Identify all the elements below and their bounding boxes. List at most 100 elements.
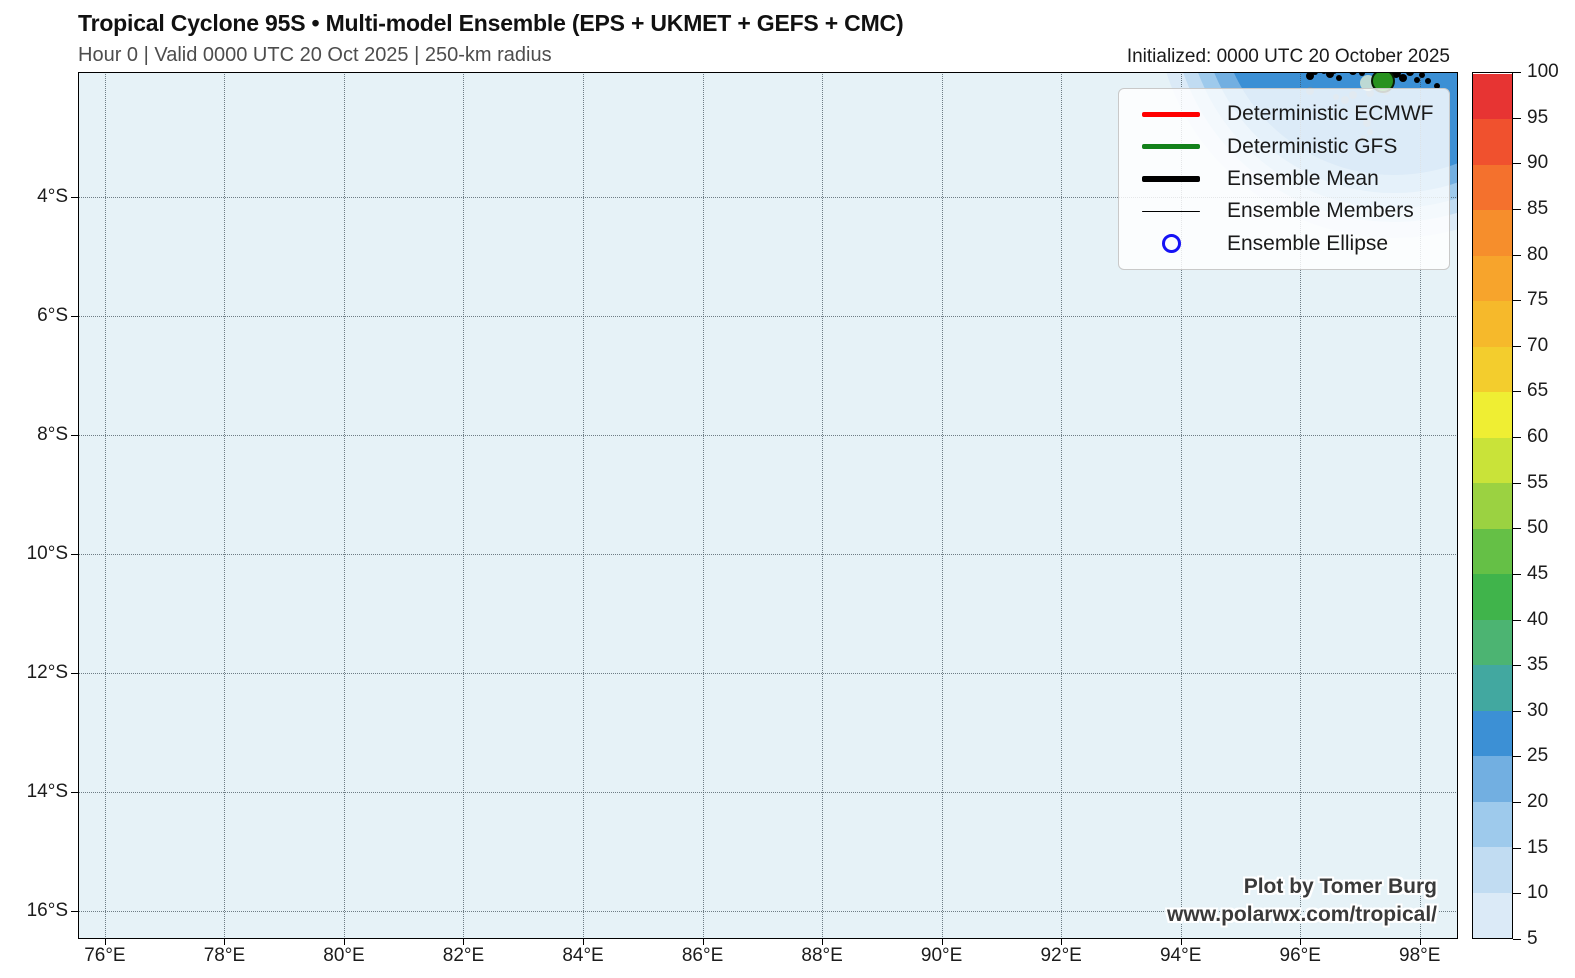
probability-colorbar bbox=[1472, 72, 1513, 939]
gridline-14°S bbox=[78, 792, 1458, 794]
gridline-92°E bbox=[1061, 72, 1063, 939]
colorbar-tick-label-95: 95 bbox=[1527, 106, 1549, 128]
colorbar-tick-50 bbox=[1513, 528, 1521, 530]
x-tick-80°E bbox=[343, 939, 345, 945]
ensemble-member-point-0 bbox=[1306, 72, 1315, 81]
colorbar-tick-90 bbox=[1513, 163, 1521, 165]
gridline-10°S bbox=[78, 553, 1458, 555]
y-tick-label-16°S: 16°S bbox=[26, 900, 68, 922]
ensemble-members-line-swatch bbox=[1142, 210, 1200, 212]
colorbar-segment-50 bbox=[1473, 482, 1512, 529]
x-tick-label-82°E: 82°E bbox=[442, 945, 485, 966]
colorbar-segment-40 bbox=[1473, 573, 1512, 620]
colorbar-tick-label-50: 50 bbox=[1527, 517, 1549, 539]
gridline-12°S bbox=[78, 673, 1458, 674]
colorbar-tick-40 bbox=[1513, 619, 1521, 621]
colorbar-tick-60 bbox=[1513, 437, 1521, 439]
colorbar-segment-35 bbox=[1473, 619, 1512, 666]
x-tick-label-76°E: 76°E bbox=[84, 945, 126, 966]
colorbar-tick-65 bbox=[1513, 391, 1521, 393]
ensemble-member-point-6 bbox=[1359, 72, 1366, 77]
colorbar-tick-label-55: 55 bbox=[1527, 471, 1549, 493]
legend-item-1: Deterministic GFS bbox=[1133, 130, 1439, 162]
gridline-4°S bbox=[78, 196, 1458, 198]
y-tick-12°S bbox=[71, 673, 78, 674]
y-tick-label-12°S: 12°S bbox=[26, 662, 68, 683]
ensemble-member-point-5 bbox=[1349, 72, 1358, 75]
y-tick-label-6°S: 6°S bbox=[37, 304, 68, 326]
colorbar-tick-30 bbox=[1513, 710, 1521, 712]
x-tick-84°E bbox=[583, 939, 585, 945]
colorbar-tick-20 bbox=[1513, 802, 1521, 804]
x-tick-label-90°E: 90°E bbox=[920, 945, 963, 966]
x-tick-76°E bbox=[104, 939, 106, 945]
colorbar-tick-label-70: 70 bbox=[1527, 334, 1549, 356]
colorbar-segment-90 bbox=[1473, 118, 1512, 165]
colorbar-segment-45 bbox=[1473, 528, 1512, 575]
legend-swatch-box-3 bbox=[1133, 210, 1209, 212]
ensemble-mean-line-swatch bbox=[1142, 176, 1200, 183]
ensemble-ellipse-circle-icon bbox=[1161, 234, 1181, 254]
ensemble-member-point-12 bbox=[1419, 72, 1426, 78]
colorbar-tick-5 bbox=[1513, 939, 1521, 940]
ensemble-member-point-9 bbox=[1399, 73, 1407, 82]
x-tick-label-86°E: 86°E bbox=[681, 945, 724, 966]
colorbar-tick-label-5: 5 bbox=[1527, 928, 1538, 949]
x-tick-92°E bbox=[1061, 939, 1063, 945]
colorbar-segment-85 bbox=[1473, 164, 1512, 211]
colorbar-tick-10 bbox=[1513, 893, 1521, 895]
gridline-84°E bbox=[583, 72, 585, 939]
colorbar-tick-95 bbox=[1513, 117, 1521, 119]
legend-swatch-box-2 bbox=[1133, 176, 1209, 183]
colorbar-segment-80 bbox=[1473, 209, 1512, 256]
watermark: Plot by Tomer Burg www.polarwx.com/tropi… bbox=[1167, 873, 1437, 929]
legend-swatch-box-1 bbox=[1133, 144, 1209, 150]
colorbar-tick-75 bbox=[1513, 300, 1521, 302]
colorbar-tick-15 bbox=[1513, 847, 1521, 849]
gridline-86°E bbox=[702, 72, 704, 939]
legend-item-3: Ensemble Members bbox=[1133, 195, 1439, 227]
x-tick-90°E bbox=[941, 939, 943, 945]
legend-item-label-4: Ensemble Ellipse bbox=[1227, 231, 1389, 255]
colorbar-tick-label-20: 20 bbox=[1527, 791, 1549, 813]
x-tick-98°E bbox=[1419, 939, 1421, 945]
colorbar-tick-35 bbox=[1513, 665, 1521, 667]
ensemble-member-point-14 bbox=[1434, 82, 1441, 89]
colorbar-segment-75 bbox=[1473, 255, 1512, 302]
colorbar-segment-30 bbox=[1473, 664, 1512, 711]
legend-swatch-box-4 bbox=[1133, 234, 1209, 254]
colorbar-segment-95 bbox=[1473, 73, 1512, 120]
legend-item-label-3: Ensemble Members bbox=[1227, 199, 1414, 223]
colorbar-segment-25 bbox=[1473, 710, 1512, 757]
colorbar-tick-45 bbox=[1513, 573, 1521, 575]
legend-item-label-0: Deterministic ECMWF bbox=[1227, 102, 1434, 126]
gridline-8°S bbox=[78, 434, 1458, 436]
deterministic-ecmwf-line-swatch bbox=[1142, 111, 1200, 117]
colorbar-segment-15 bbox=[1473, 801, 1512, 848]
colorbar-segment-65 bbox=[1473, 346, 1512, 393]
ensemble-member-point-13 bbox=[1425, 77, 1432, 84]
colorbar-tick-label-15: 15 bbox=[1527, 836, 1549, 858]
x-tick-label-78°E: 78°E bbox=[203, 945, 246, 966]
legend-item-4: Ensemble Ellipse bbox=[1133, 228, 1439, 260]
colorbar-segment-55 bbox=[1473, 437, 1512, 484]
gridline-90°E bbox=[941, 72, 943, 939]
x-tick-label-94°E: 94°E bbox=[1159, 945, 1202, 966]
gridline-98°E bbox=[1419, 72, 1421, 939]
colorbar-tick-label-100: 100 bbox=[1527, 61, 1559, 82]
colorbar-tick-label-80: 80 bbox=[1527, 243, 1549, 265]
colorbar-tick-80 bbox=[1513, 254, 1521, 256]
deterministic-gfs-line-swatch bbox=[1142, 144, 1200, 150]
legend-item-0: Deterministic ECMWF bbox=[1133, 98, 1439, 130]
y-tick-6°S bbox=[71, 315, 78, 317]
ensemble-member-point-15 bbox=[1321, 72, 1328, 75]
page-title: Tropical Cyclone 95S • Multi-model Ensem… bbox=[78, 10, 904, 36]
y-tick-label-4°S: 4°S bbox=[37, 185, 68, 207]
gridline-80°E bbox=[343, 72, 345, 939]
x-tick-label-80°E: 80°E bbox=[323, 945, 365, 966]
colorbar-tick-label-60: 60 bbox=[1527, 426, 1549, 448]
legend-item-2: Ensemble Mean bbox=[1133, 163, 1439, 195]
watermark-line-1: Plot by Tomer Burg bbox=[1243, 875, 1437, 898]
x-tick-label-84°E: 84°E bbox=[562, 945, 604, 966]
